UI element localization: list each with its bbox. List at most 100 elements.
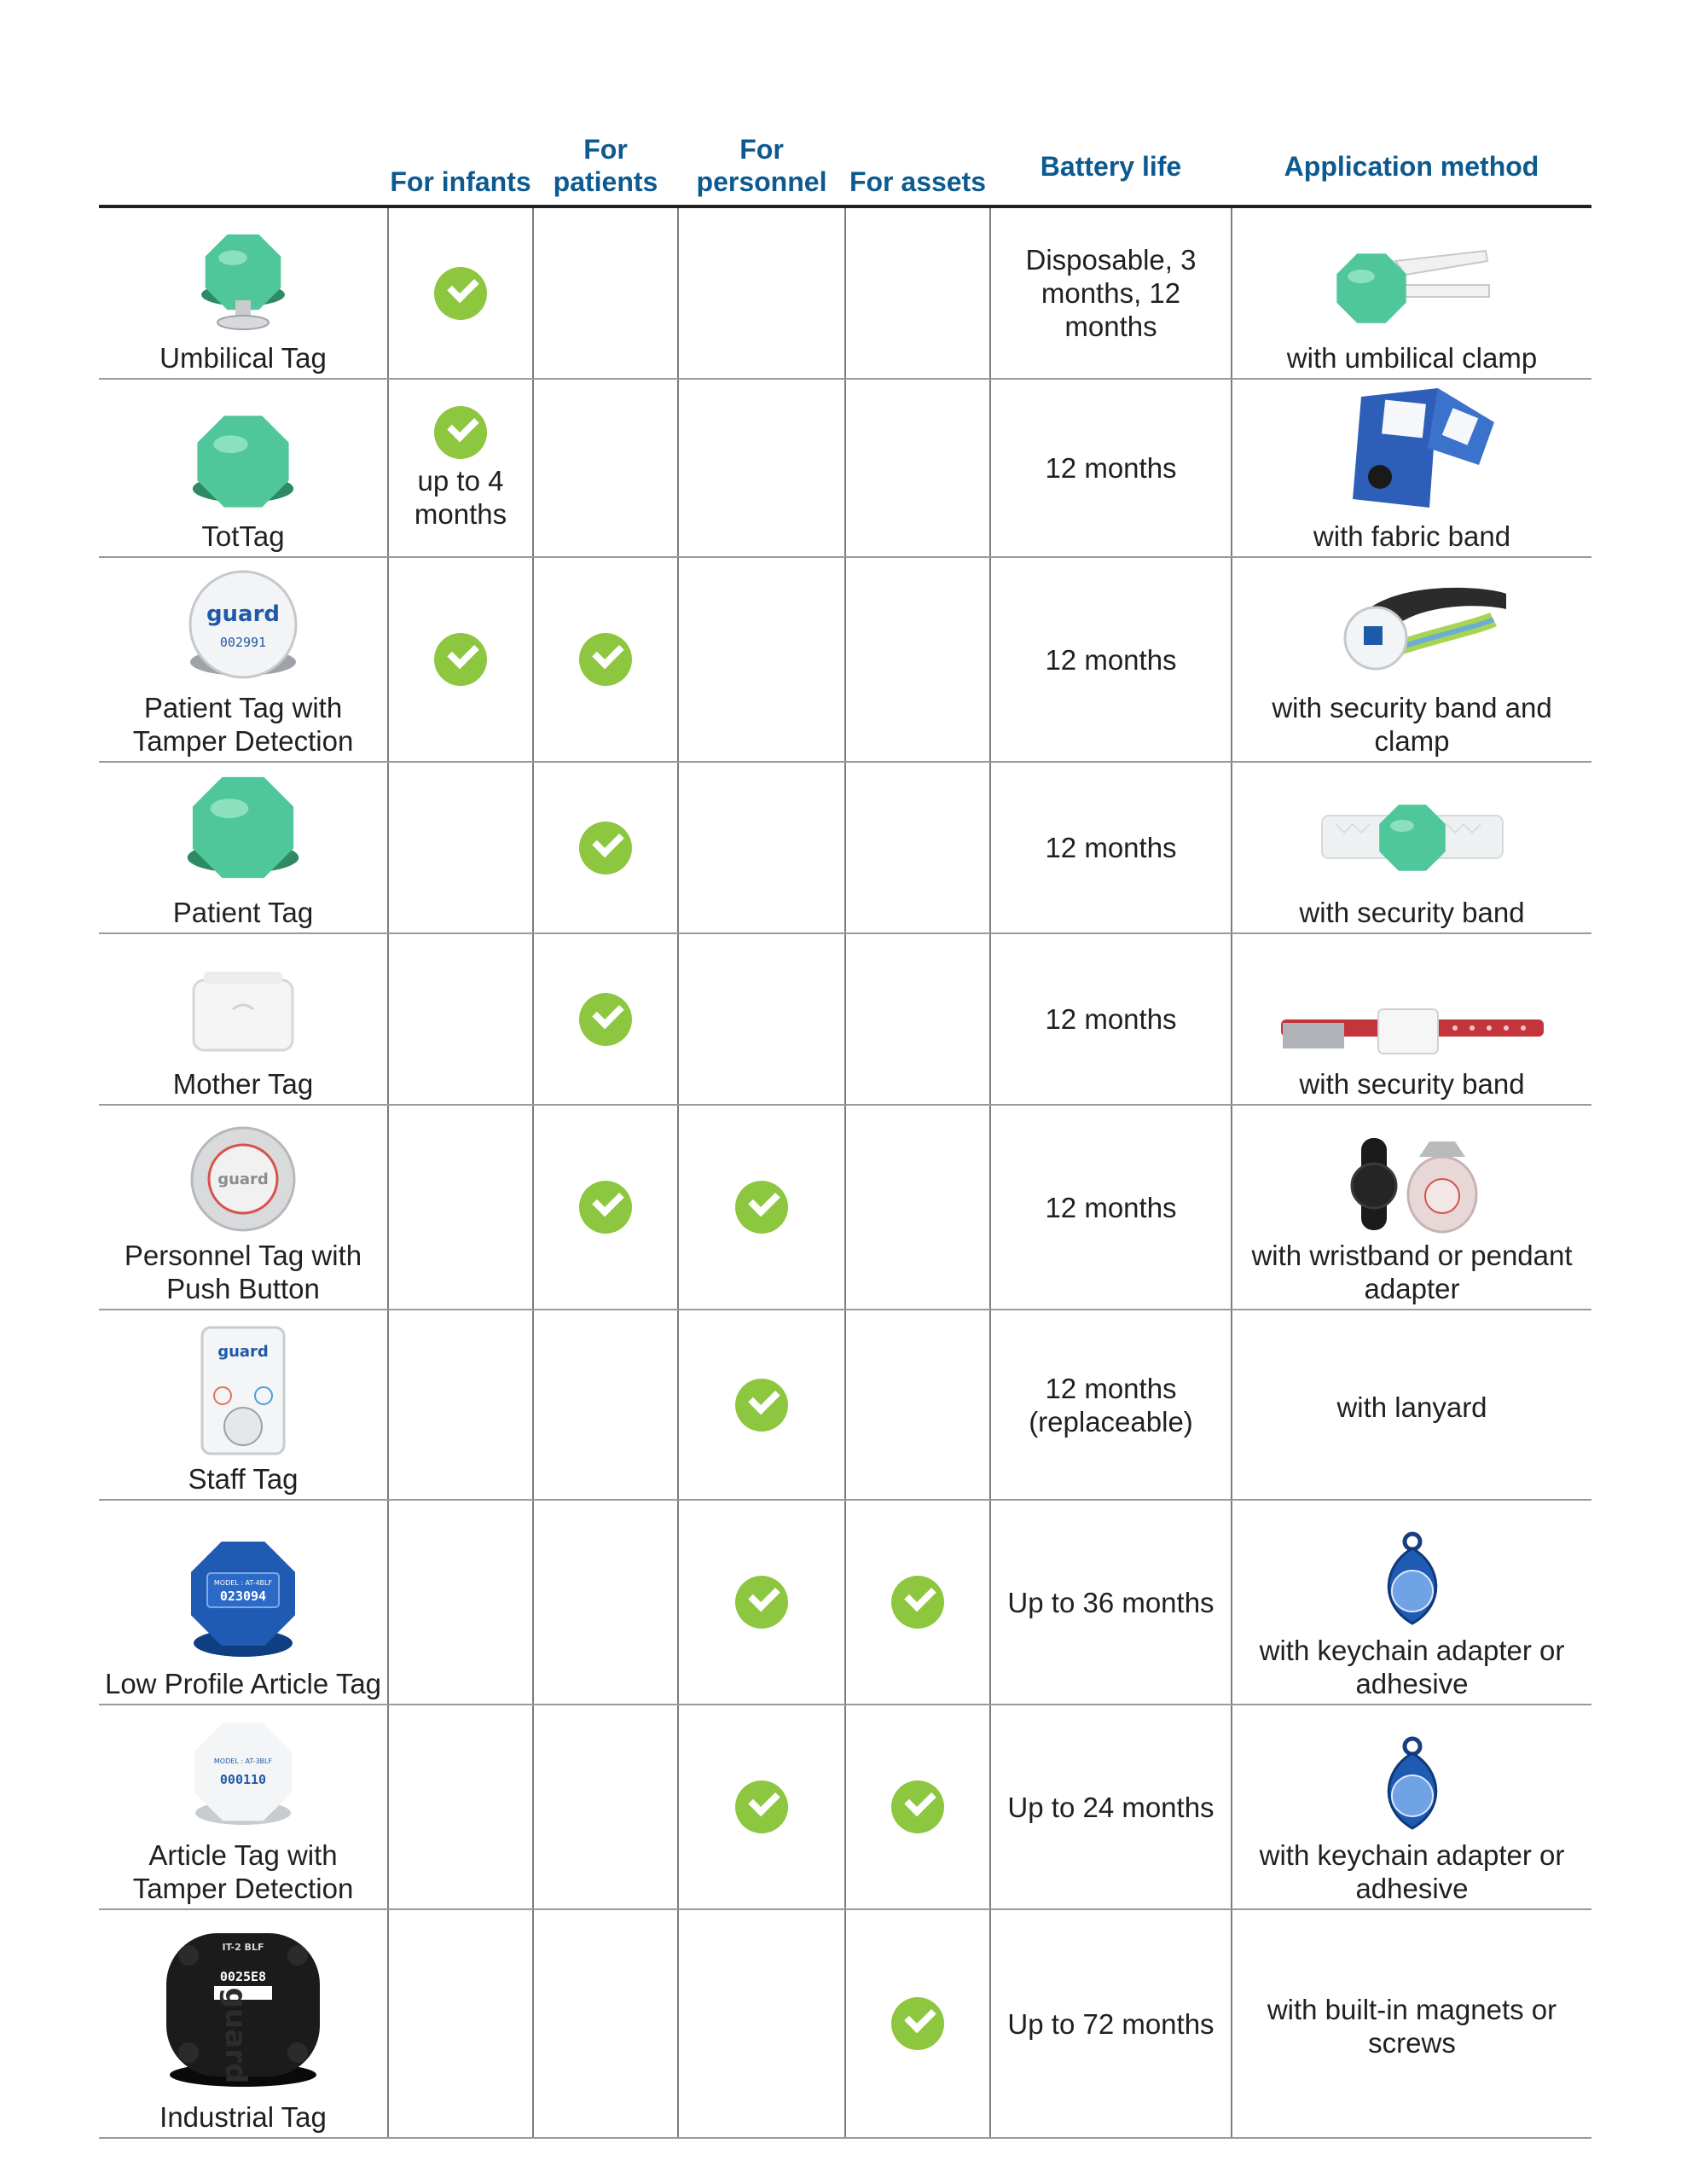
application-method-text: with keychain adapter or adhesive [1259, 1635, 1565, 1699]
cell-patients [532, 762, 678, 934]
cell-product: guard Personnel Tag with Push Button [99, 1105, 388, 1310]
checkmark-icon [434, 405, 487, 459]
cell-application: with lanyard [1231, 1310, 1591, 1501]
table-header: For infants For patients For personnel F… [99, 101, 1591, 208]
cell-patients [532, 1310, 678, 1501]
guard-logo-text: guard [217, 1170, 269, 1188]
patient-tag-image [187, 776, 299, 879]
cell-application: with keychain adapter or adhesive [1231, 1500, 1591, 1705]
cell-battery: Disposable, 3 months, 12 months [989, 206, 1232, 380]
battery-life-text: Up to 24 months [1007, 1791, 1215, 1823]
battery-life-text: 12 months (replaceable) [1029, 1372, 1193, 1438]
checkmark-icon [579, 633, 632, 686]
cell-infants [387, 1500, 533, 1705]
cell-battery: 12 months [989, 933, 1232, 1106]
cell-battery: 12 months (replaceable) [989, 1310, 1232, 1501]
cell-infants [387, 557, 533, 763]
application-method-text: with keychain adapter or adhesive [1259, 1839, 1565, 1904]
cell-application: with fabric band [1231, 379, 1591, 558]
product-name: Patient Tag [172, 897, 314, 928]
article-tag-tamper-image: MODEL : AT-3BLF 000110 [194, 1722, 293, 1825]
table-row: MODEL : AT-4BLF 023094 Low Profile Article… [99, 1500, 1591, 1705]
cell-infants [387, 933, 533, 1106]
table-row: guard Personnel Tag with Push Button 12 mo… [99, 1105, 1591, 1310]
model-text: MODEL : AT-4BLF [214, 1579, 273, 1587]
tag-label-text: 000110 [220, 1772, 266, 1787]
product-name: Mother Tag [172, 1068, 314, 1100]
application-block: with security band and clamp [1232, 558, 1591, 761]
cell-personnel [677, 557, 845, 763]
cell-assets [844, 557, 990, 763]
product-block: Umbilical Tag [99, 208, 387, 378]
cell-battery: 12 months [989, 379, 1232, 558]
table-row: Umbilical Tag Disposable, 3 months, 12 mo… [99, 206, 1591, 380]
cell-product: MODEL : AT-4BLF 023094 Low Profile Article… [99, 1500, 388, 1705]
application-method-text: with umbilical clamp [1286, 342, 1538, 374]
application-block: with fabric band [1232, 380, 1591, 556]
cell-battery: 12 months [989, 557, 1232, 763]
product-block: Patient Tag [99, 763, 387, 932]
security-band-image [1320, 804, 1504, 871]
cell-personnel [677, 206, 845, 380]
cell-product: MODEL : AT-3BLF 000110 Article Tag with Ta… [99, 1705, 388, 1910]
cell-application: with security band [1231, 762, 1591, 934]
cell-application: with umbilical clamp [1231, 206, 1591, 380]
table-row: Mother Tag 12 months with security band [99, 933, 1591, 1106]
table-row: guard 002991 Patient Tag with Tamper Detec… [99, 557, 1591, 763]
cell-assets [844, 206, 990, 380]
cell-assets [844, 1105, 990, 1310]
cell-patients [532, 1105, 678, 1310]
header-blank [99, 101, 388, 208]
cell-product: Mother Tag [99, 933, 388, 1106]
cell-assets [844, 933, 990, 1106]
cell-infants [387, 1909, 533, 2139]
product-block: MODEL : AT-4BLF 023094 Low Profile Article… [99, 1501, 387, 1704]
header-battery-life: Battery life [990, 101, 1232, 208]
security-band-clamp-image [1343, 587, 1506, 671]
battery-life-text: Up to 36 months [1007, 1586, 1215, 1618]
battery-life-text: Disposable, 3 months, 12 months [1025, 244, 1197, 342]
patient-tag-serial: 002991 [220, 635, 266, 650]
cell-personnel [677, 379, 845, 558]
cell-personnel [677, 762, 845, 934]
personnel-tag-image: guard [190, 1126, 296, 1232]
header-for-patients: For patients [533, 101, 678, 208]
cell-infants [387, 1310, 533, 1501]
check-block [846, 1780, 989, 1833]
keychain-adapter-image [1387, 1736, 1437, 1830]
checkmark-icon [891, 1780, 944, 1833]
battery-life-text: 12 months [1045, 452, 1177, 484]
checkmark-icon [891, 1997, 944, 2050]
cell-product: guard 002991 Patient Tag with Tamper Detec… [99, 557, 388, 763]
cell-personnel [677, 1909, 845, 2139]
cell-assets [844, 762, 990, 934]
application-block: with built-in magnets or screws [1232, 1910, 1591, 2137]
tag-label-text: 023094 [220, 1589, 266, 1604]
check-block [679, 1576, 844, 1629]
application-method-text: with lanyard [1336, 1391, 1487, 1423]
cell-personnel [677, 1310, 845, 1501]
application-method-text: with built-in magnets or screws [1267, 1994, 1557, 2059]
umbilical-tag-image [201, 234, 285, 330]
product-block: IT-2 BLF 0025E8 guard Industrial Tag [99, 1910, 387, 2137]
application-method-text: with security band and clamp [1272, 692, 1552, 757]
wristband-pendant-image [1350, 1138, 1477, 1234]
battery-life-text: Up to 72 months [1007, 2007, 1215, 2040]
application-method-text: with security band [1299, 897, 1525, 928]
battery-life-text: 12 months [1045, 1003, 1177, 1035]
model-text: MODEL : AT-3BLF [214, 1757, 273, 1765]
table-row: Patient Tag 12 months with security band [99, 762, 1591, 934]
cell-infants [387, 1105, 533, 1310]
check-block [846, 1576, 989, 1629]
cell-product: IT-2 BLF 0025E8 guard Industrial Tag [99, 1909, 388, 2139]
cell-battery: Up to 72 months [989, 1909, 1232, 2139]
cell-battery: Up to 24 months [989, 1705, 1232, 1910]
cell-battery: 12 months [989, 762, 1232, 934]
cell-application: with security band and clamp [1231, 557, 1591, 763]
guard-logo-text: guard [218, 1988, 252, 2084]
check-block [534, 992, 677, 1046]
application-block: with security band [1232, 934, 1591, 1104]
cell-patients [532, 1500, 678, 1705]
fabric-band-image [1352, 388, 1494, 508]
check-block [846, 1997, 989, 2050]
